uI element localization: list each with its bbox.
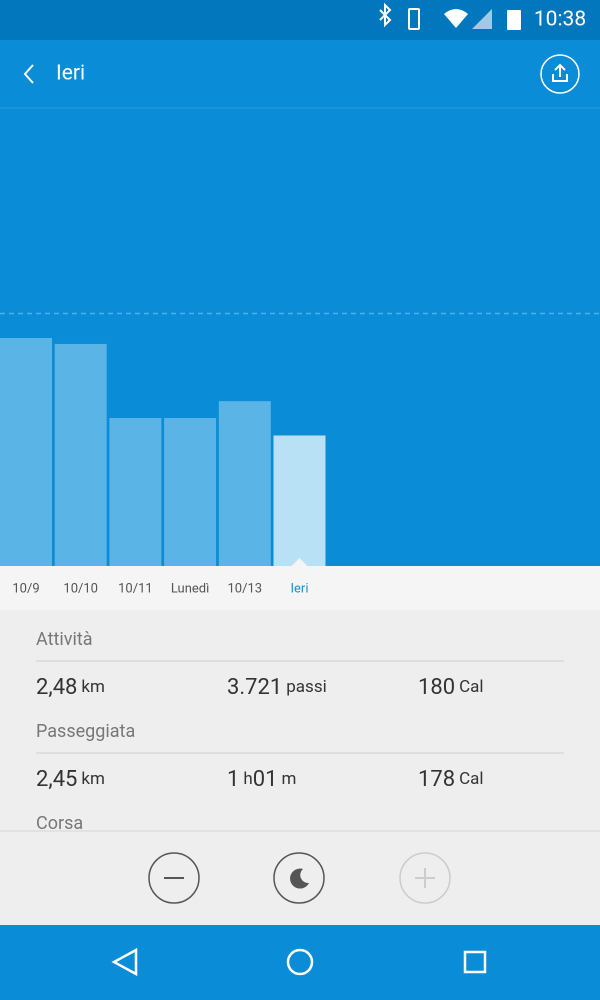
stat-unit: passi (286, 677, 326, 697)
stat-value: 2,45 km (36, 767, 105, 792)
zoom-in-circle (399, 852, 451, 904)
bluetooth-icon (379, 2, 392, 28)
date-label: Lunedì (171, 581, 210, 596)
section-title: Corsa (36, 813, 83, 834)
bar (109, 417, 162, 566)
stat-unit: Cal (459, 769, 483, 789)
zoom-out-circle (148, 852, 200, 904)
section-title: Attività (36, 629, 93, 650)
stat-unit: km (81, 769, 105, 789)
date-labels: 10/9 10/10 10/11 Lunedì 10/13 Ieri (12, 558, 309, 596)
back-button[interactable] (23, 64, 34, 84)
stats-panel (0, 610, 600, 830)
sleep-button[interactable] (273, 852, 325, 904)
date-label: Ieri (291, 581, 309, 596)
stat-number: 3.721 (227, 675, 282, 700)
selection-pointer (291, 558, 308, 566)
stat-value: 2,48 km (36, 675, 105, 700)
stat-unit: h (243, 769, 252, 789)
nav-bar (0, 925, 600, 1000)
stat-number: 180 (418, 675, 455, 700)
clock: 10:38 (534, 8, 586, 32)
stat-value: 3.721 passi (227, 675, 327, 700)
bar (164, 417, 217, 566)
date-label: 10/13 (228, 581, 263, 596)
stat-number: 2,45 (36, 767, 77, 792)
status-bar (0, 0, 600, 40)
nav-home[interactable] (286, 948, 314, 976)
bar (54, 343, 107, 566)
share-circle (540, 54, 580, 94)
sleep-circle (273, 852, 325, 904)
share-button[interactable] (540, 54, 580, 94)
plus-icon (415, 868, 435, 888)
date-label: 10/11 (118, 581, 153, 596)
status-icons: 10:38 (379, 2, 586, 32)
stat-number: 1 (227, 767, 239, 792)
nav-back[interactable] (111, 947, 138, 977)
stat-value: 180 Cal (418, 675, 484, 700)
bar (218, 401, 271, 566)
bar-chart (0, 312, 600, 566)
signal-icon (472, 9, 492, 29)
header-title: Ieri (56, 62, 85, 86)
bar (273, 435, 326, 566)
date-strip (0, 566, 600, 610)
zoom-in-button[interactable] (399, 852, 451, 904)
stat-number: 178 (418, 767, 455, 792)
date-label: 10/10 (63, 581, 98, 596)
wifi-icon (444, 9, 468, 28)
moon-icon (290, 868, 309, 889)
stat-value: 178 Cal (418, 767, 484, 792)
zoom-out-button[interactable] (148, 852, 200, 904)
stat-unit: km (81, 677, 105, 697)
nav-recents[interactable] (463, 950, 487, 974)
stat-number: 2,48 (36, 675, 77, 700)
stat-unit: Cal (459, 677, 483, 697)
battery-icon (507, 10, 521, 30)
stat-number: 01 (253, 767, 278, 792)
bar (0, 338, 52, 566)
stat-value: 1 h01 m (227, 767, 296, 792)
stat-unit: m (281, 769, 296, 789)
date-label: 10/9 (12, 581, 39, 596)
section-title: Passeggiata (36, 721, 135, 742)
share-icon (552, 63, 568, 82)
vibrate-icon (408, 8, 420, 30)
